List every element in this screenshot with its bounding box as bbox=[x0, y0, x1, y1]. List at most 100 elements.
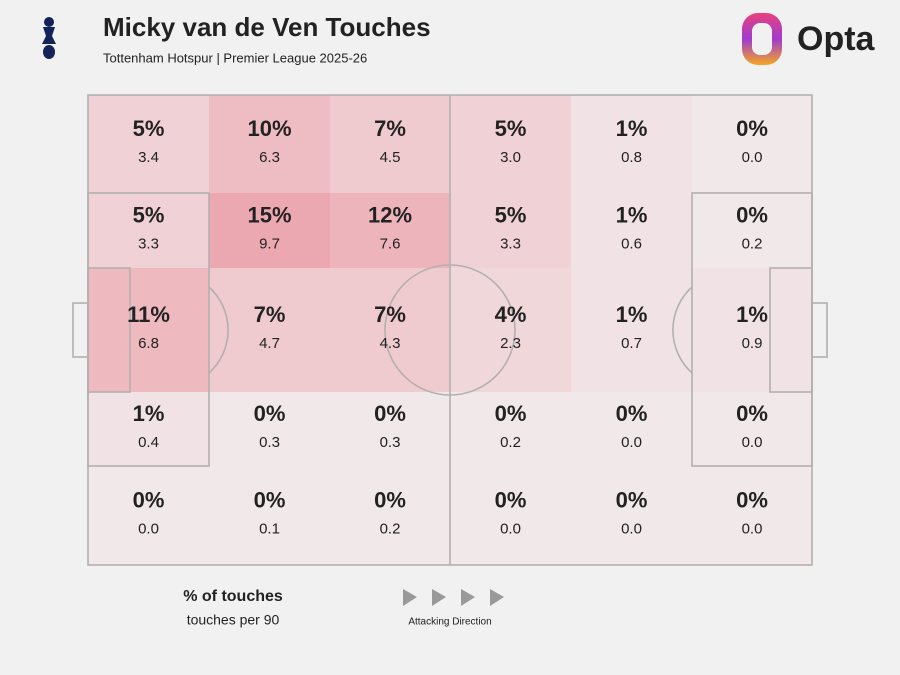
cell-per90: 0.4 bbox=[138, 434, 159, 451]
heat-cell bbox=[330, 268, 450, 392]
heat-cell bbox=[571, 268, 692, 392]
heat-cell bbox=[209, 392, 330, 466]
cell-per90: 0.0 bbox=[742, 149, 763, 166]
cell-per90: 3.3 bbox=[138, 235, 159, 252]
cell-per90: 0.9 bbox=[742, 335, 763, 352]
cell-percent: 1% bbox=[736, 302, 768, 327]
cell-percent: 0% bbox=[736, 401, 768, 426]
heat-cell bbox=[571, 466, 692, 565]
cell-percent: 10% bbox=[247, 116, 291, 141]
heat-cell bbox=[571, 95, 692, 193]
heat-cell bbox=[692, 268, 812, 392]
heat-cell bbox=[692, 466, 812, 565]
heat-cell bbox=[88, 392, 209, 466]
cell-per90: 0.2 bbox=[742, 235, 763, 252]
brand-name: Opta bbox=[797, 20, 876, 58]
cell-per90: 6.3 bbox=[259, 149, 280, 166]
heat-cell bbox=[209, 193, 330, 268]
chart-subtitle: Tottenham Hotspur | Premier League 2025-… bbox=[103, 50, 367, 65]
cell-percent: 11% bbox=[127, 302, 170, 327]
heat-cell bbox=[692, 193, 812, 268]
heat-cell bbox=[209, 268, 330, 392]
cell-per90: 0.0 bbox=[621, 520, 642, 537]
cell-percent: 0% bbox=[133, 487, 165, 512]
centre-circle bbox=[384, 264, 516, 396]
cell-per90: 4.7 bbox=[259, 335, 280, 352]
penalty-arc bbox=[672, 286, 693, 374]
cell-percent: 5% bbox=[495, 116, 527, 141]
cell-per90: 0.3 bbox=[259, 434, 280, 451]
cell-per90: 0.8 bbox=[621, 149, 642, 166]
goal bbox=[811, 302, 828, 358]
cell-percent: 0% bbox=[616, 401, 648, 426]
chart-title: Micky van de Ven Touches bbox=[103, 12, 431, 42]
cell-per90: 9.7 bbox=[259, 235, 280, 252]
cell-percent: 1% bbox=[616, 202, 648, 227]
cell-percent: 0% bbox=[495, 401, 527, 426]
cell-percent: 0% bbox=[374, 401, 406, 426]
cell-per90: 0.6 bbox=[621, 235, 642, 252]
heat-cell bbox=[209, 466, 330, 565]
cell-percent: 7% bbox=[374, 116, 406, 141]
cell-percent: 0% bbox=[736, 202, 768, 227]
cell-percent: 0% bbox=[254, 487, 286, 512]
heat-cell bbox=[571, 193, 692, 268]
cell-percent: 15% bbox=[247, 202, 291, 227]
cell-percent: 1% bbox=[616, 116, 648, 141]
club-crest bbox=[42, 17, 56, 59]
heat-cell bbox=[692, 95, 812, 193]
legend-primary: % of touches bbox=[183, 588, 283, 605]
heat-cell bbox=[88, 466, 209, 565]
heat-cell bbox=[450, 392, 571, 466]
cell-per90: 3.4 bbox=[138, 149, 159, 166]
cell-per90: 0.0 bbox=[742, 434, 763, 451]
cell-percent: 0% bbox=[495, 487, 527, 512]
heat-cell bbox=[330, 95, 450, 193]
heat-cell bbox=[330, 193, 450, 268]
heat-cell bbox=[88, 193, 209, 268]
heat-cell bbox=[571, 392, 692, 466]
heat-cell bbox=[450, 466, 571, 565]
heat-cell bbox=[330, 466, 450, 565]
heat-cell bbox=[450, 193, 571, 268]
cell-per90: 0.3 bbox=[380, 434, 401, 451]
cell-per90: 6.8 bbox=[138, 335, 159, 352]
penalty-arc bbox=[208, 286, 229, 374]
brand-logo: Opta bbox=[742, 13, 876, 65]
cell-percent: 0% bbox=[736, 116, 768, 141]
cell-percent: 7% bbox=[254, 302, 286, 327]
cell-percent: 5% bbox=[133, 202, 165, 227]
heat-cell bbox=[88, 95, 209, 193]
cell-percent: 12% bbox=[368, 202, 412, 227]
cell-percent: 0% bbox=[374, 487, 406, 512]
cell-per90: 0.1 bbox=[259, 520, 280, 537]
legend-secondary: touches per 90 bbox=[187, 612, 280, 628]
cell-percent: 5% bbox=[495, 202, 527, 227]
cell-percent: 1% bbox=[616, 302, 648, 327]
direction-arrows bbox=[403, 589, 504, 606]
cell-per90: 0.0 bbox=[138, 520, 159, 537]
cell-per90: 4.5 bbox=[380, 149, 401, 166]
cell-per90: 2.3 bbox=[500, 335, 521, 352]
direction-label: Attacking Direction bbox=[408, 617, 491, 628]
pitch-lines bbox=[72, 94, 828, 566]
cell-per90: 3.3 bbox=[500, 235, 521, 252]
cell-per90: 3.0 bbox=[500, 149, 521, 166]
cell-percent: 0% bbox=[616, 487, 648, 512]
cell-percent: 0% bbox=[736, 487, 768, 512]
cell-per90: 4.3 bbox=[380, 335, 401, 352]
heat-cell bbox=[209, 95, 330, 193]
heat-cell bbox=[450, 268, 571, 392]
cell-percent: 7% bbox=[374, 302, 406, 327]
heat-cell bbox=[88, 268, 209, 392]
cell-per90: 0.2 bbox=[500, 434, 521, 451]
cell-percent: 4% bbox=[495, 302, 527, 327]
cell-per90: 0.7 bbox=[621, 335, 642, 352]
cell-per90: 0.0 bbox=[742, 520, 763, 537]
cell-percent: 1% bbox=[133, 401, 165, 426]
heat-cell bbox=[450, 95, 571, 193]
cell-per90: 0.2 bbox=[380, 520, 401, 537]
heat-cell bbox=[330, 392, 450, 466]
heat-cell bbox=[692, 392, 812, 466]
